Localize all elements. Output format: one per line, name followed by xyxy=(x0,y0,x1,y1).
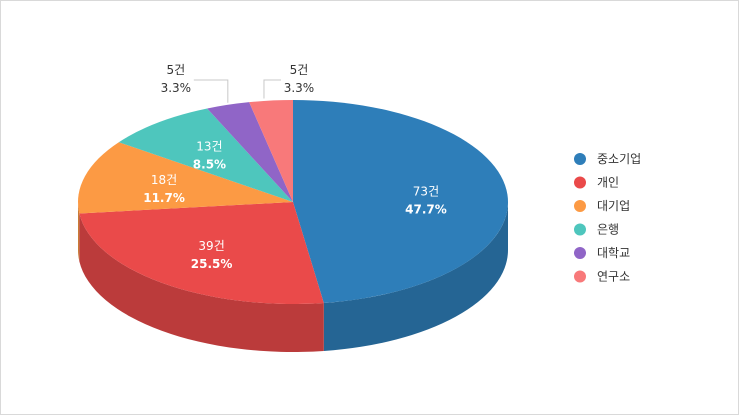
slice-count-label: 5건 xyxy=(290,63,309,77)
legend-item[interactable]: 대학교 xyxy=(574,246,630,260)
label-leader-lines xyxy=(193,79,281,103)
pie-slice-0[interactable] xyxy=(293,100,508,303)
legend-label: 중소기업 xyxy=(597,152,641,166)
pie-side-1 xyxy=(79,213,324,352)
slice-percent-label: 3.3% xyxy=(161,81,192,95)
legend-item[interactable]: 중소기업 xyxy=(574,152,641,166)
pie-slice-1[interactable] xyxy=(79,202,324,304)
slice-percent-label: 8.5% xyxy=(193,158,226,172)
legend-swatch xyxy=(574,200,586,212)
slice-percent-label: 47.7% xyxy=(405,202,447,216)
pie-side-0 xyxy=(323,202,508,351)
slice-count-label: 5건 xyxy=(166,63,185,77)
legend-item[interactable]: 개인 xyxy=(574,176,619,190)
slice-count-label: 18건 xyxy=(151,173,177,187)
legend-swatch xyxy=(574,153,586,165)
pie-slice-2[interactable] xyxy=(77,142,293,214)
slice-count-label: 13건 xyxy=(196,140,222,154)
legend-swatch xyxy=(574,223,586,236)
pie-slices xyxy=(77,100,508,304)
legend-item[interactable]: 대기업 xyxy=(574,199,630,213)
leader-line-5 xyxy=(263,79,281,99)
slice-count-label: 39건 xyxy=(198,239,224,253)
legend-swatch xyxy=(574,247,586,259)
legend-item[interactable]: 은행 xyxy=(574,222,619,237)
legend-swatch xyxy=(574,270,586,283)
pie-slice-5[interactable] xyxy=(249,100,293,202)
legend-swatch xyxy=(574,176,586,189)
pie-slice-3[interactable] xyxy=(118,108,294,202)
pie-side-2 xyxy=(78,202,80,262)
slice-count-label: 73건 xyxy=(413,184,439,198)
legend-item[interactable]: 연구소 xyxy=(574,270,630,284)
pie-slice-4[interactable] xyxy=(207,102,293,202)
legend-label: 대기업 xyxy=(597,199,630,213)
slice-percent-label: 11.7% xyxy=(143,191,185,205)
slice-percent-label: 3.3% xyxy=(284,81,315,95)
slice-labels: 73건 47.7% 39건 25.5% 18건 11.7% 13건 8.5% 5건 3.3% 5건 3… xyxy=(143,63,447,271)
legend-label: 연구소 xyxy=(597,270,630,284)
legend-label: 개인 xyxy=(597,176,619,190)
legend-label: 은행 xyxy=(597,222,619,237)
legend-label: 대학교 xyxy=(597,246,630,260)
pie-3d-sides xyxy=(78,202,508,352)
leader-line-4 xyxy=(193,79,229,103)
slice-percent-label: 25.5% xyxy=(191,257,233,271)
